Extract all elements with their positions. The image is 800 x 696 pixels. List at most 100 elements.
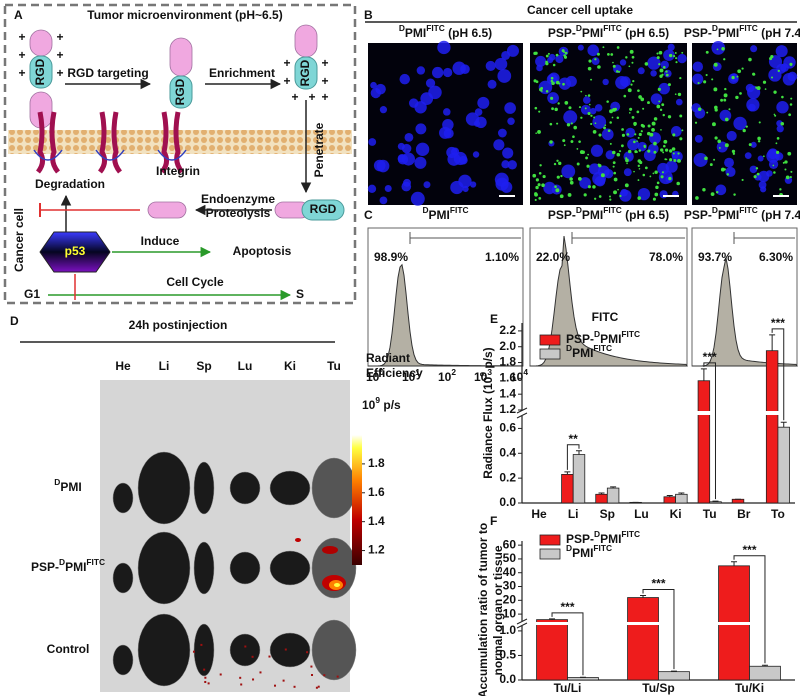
legend-swatch bbox=[539, 534, 561, 546]
nucleus bbox=[623, 168, 632, 177]
fitc-signal bbox=[597, 163, 600, 166]
nucleus bbox=[677, 53, 687, 64]
fitc-signal bbox=[714, 105, 718, 110]
x-tick-label: Li bbox=[568, 507, 579, 521]
fitc-signal bbox=[745, 125, 748, 128]
significance-label: ** bbox=[569, 432, 579, 446]
legend-label-part: FITC bbox=[593, 543, 612, 553]
legend-label-part: D bbox=[566, 543, 572, 553]
fitc-signal bbox=[658, 100, 661, 103]
fitc-signal bbox=[661, 171, 665, 174]
nucleus bbox=[453, 151, 467, 166]
bar bbox=[627, 597, 659, 681]
fitc-signal bbox=[753, 73, 756, 76]
fitc-signal bbox=[723, 93, 728, 98]
fitc-signal bbox=[748, 57, 752, 62]
integrin bbox=[97, 111, 123, 174]
fitc-signal bbox=[564, 51, 568, 55]
y-axis-label-part: Accumulation ratio of tumor to bbox=[476, 523, 490, 696]
fitc-signal bbox=[612, 64, 616, 68]
y-tick-label: 60 bbox=[503, 537, 517, 551]
histogram-label-part: (pH 7.4) bbox=[758, 208, 800, 222]
fitc-signal bbox=[784, 168, 787, 171]
fitc-signal bbox=[711, 78, 714, 81]
fitc-signal bbox=[549, 140, 553, 144]
fitc-signal bbox=[580, 90, 583, 93]
noise-pixel bbox=[207, 682, 210, 685]
fitc-signal bbox=[534, 106, 538, 110]
induce-label: Induce bbox=[141, 234, 180, 248]
x-tick-label: 101 bbox=[402, 367, 420, 384]
break-mark bbox=[516, 618, 528, 629]
organ bbox=[269, 470, 311, 506]
fitc-signal bbox=[713, 158, 716, 161]
legend-label-part: PMI bbox=[600, 332, 621, 346]
nucleus bbox=[637, 141, 647, 152]
fitc-signal bbox=[566, 123, 571, 127]
fitc-signal bbox=[563, 51, 566, 53]
y-tick-label: 0.2 bbox=[499, 470, 516, 484]
fitc-signal bbox=[679, 77, 682, 80]
fitc-signal bbox=[675, 57, 678, 60]
fitc-signal bbox=[779, 188, 782, 191]
organ bbox=[112, 644, 134, 676]
arrow-label: RGD targeting bbox=[67, 66, 148, 80]
error-bar bbox=[564, 471, 571, 475]
fitc-signal bbox=[547, 52, 550, 55]
fitc-signal bbox=[663, 139, 668, 144]
fitc-signal bbox=[660, 148, 664, 152]
fitc-signal bbox=[550, 96, 554, 100]
fitc-signal bbox=[755, 86, 758, 89]
charge: + bbox=[18, 30, 25, 44]
fitc-signal bbox=[713, 87, 718, 92]
fitc-signal bbox=[652, 197, 656, 201]
nucleus bbox=[401, 152, 416, 166]
x-tick-label: 104 bbox=[510, 367, 528, 384]
histogram-curve bbox=[529, 235, 688, 367]
fitc-signal bbox=[775, 150, 780, 154]
fitc-signal bbox=[587, 66, 592, 71]
signal-spot bbox=[334, 583, 340, 587]
fitc-signal bbox=[697, 81, 700, 85]
g1-label: G1 bbox=[24, 287, 40, 301]
nucleus bbox=[768, 55, 783, 69]
organ bbox=[229, 471, 261, 505]
fitc-signal bbox=[640, 123, 644, 127]
fitc-signal bbox=[577, 176, 582, 181]
x-tick-label-part: 10 bbox=[438, 370, 452, 384]
nucleus bbox=[432, 66, 444, 79]
fitc-signal bbox=[718, 147, 721, 149]
nucleus bbox=[650, 70, 657, 77]
fitc-signal bbox=[621, 128, 624, 131]
nucleus bbox=[643, 149, 656, 162]
fitc-signal bbox=[592, 185, 596, 189]
fitc-signal bbox=[677, 92, 682, 97]
fitc-signal bbox=[612, 61, 614, 64]
organ-label: Lu bbox=[238, 359, 253, 373]
fitc-signal bbox=[710, 192, 715, 197]
fitc-signal bbox=[603, 126, 606, 130]
fitc-signal bbox=[737, 69, 742, 74]
nucleus bbox=[754, 173, 762, 181]
fitc-signal bbox=[593, 116, 596, 119]
fitc-signal bbox=[787, 151, 792, 156]
fitc-signal bbox=[559, 194, 564, 199]
panel-b-title: Cancer cell uptake bbox=[527, 3, 633, 17]
fitc-signal bbox=[556, 159, 559, 162]
fitc-signal bbox=[562, 82, 565, 86]
nucleus bbox=[376, 159, 390, 173]
fitc-signal bbox=[649, 132, 654, 137]
fitc-signal bbox=[621, 133, 626, 137]
nucleus bbox=[620, 76, 631, 87]
fitc-signal bbox=[679, 114, 683, 118]
fitc-signal bbox=[535, 178, 539, 182]
organ bbox=[311, 457, 357, 519]
legend-label: DPMIFITC bbox=[566, 543, 612, 560]
fitc-signal bbox=[636, 140, 638, 143]
nucleus bbox=[715, 184, 727, 196]
x-tick-label: Sp bbox=[600, 507, 615, 521]
fitc-signal bbox=[538, 110, 541, 113]
nucleus bbox=[472, 151, 480, 158]
fitc-signal bbox=[757, 136, 761, 141]
image-label-part: PSP- bbox=[548, 26, 576, 40]
